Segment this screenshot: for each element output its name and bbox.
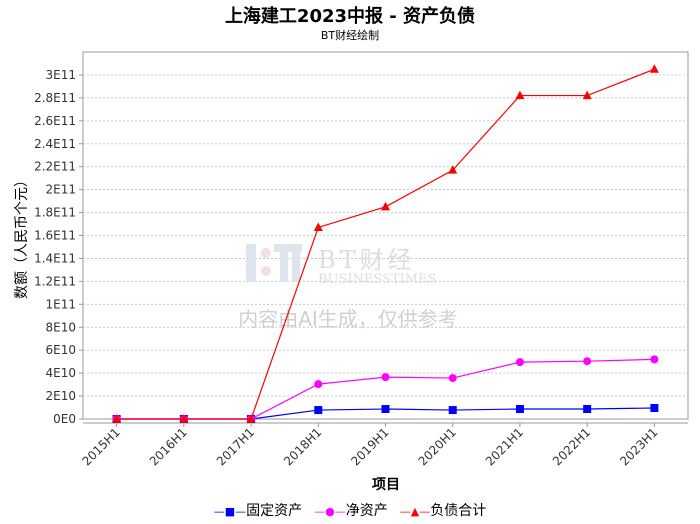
x-tick-label: 2021H1 (483, 425, 526, 468)
data-point-triangle (381, 201, 390, 211)
y-tick-label: 2.6E11 (34, 114, 76, 128)
data-point-square (448, 406, 457, 415)
data-point-circle (583, 357, 592, 366)
data-point-circle (314, 380, 323, 389)
legend: —■—固定资产 —●—净资产 —▲—负债合计 (0, 500, 700, 520)
legend-label: 净资产 (345, 503, 388, 519)
y-tick-label: 1.6E11 (34, 229, 76, 243)
y-tick-label: 2E10 (46, 389, 77, 403)
data-point-circle (515, 358, 524, 367)
y-tick-label: 4E10 (46, 366, 77, 380)
chart-subtitle: BT财经绘制 (320, 29, 380, 42)
data-point-square (650, 403, 659, 412)
data-point-circle (381, 373, 390, 382)
watermark-brand-en: BUSINESSTIMES (318, 272, 437, 287)
y-tick-label: 1.2E11 (34, 274, 76, 288)
data-point-square (515, 405, 524, 414)
data-point-square (314, 406, 323, 415)
data-point-triangle (246, 414, 256, 423)
watermark-logo-bar (246, 244, 256, 282)
watermark-brand: BT财经 (318, 246, 416, 274)
data-point-triangle (582, 90, 592, 100)
watermark-logo-bar (292, 252, 300, 282)
x-tick-label: 2015H1 (79, 425, 122, 468)
data-point-triangle (313, 222, 323, 231)
legend-item[interactable]: —●—净资产 (314, 503, 388, 519)
plot-area (82, 51, 689, 420)
watermark: BT财经 BUSINESSTIMES 内容由AI生成，仅供参考 (238, 244, 458, 331)
y-tick-label: 2.8E11 (34, 91, 76, 105)
triangle-marker-icon: —▲— (399, 505, 431, 518)
data-point-triangle (112, 414, 122, 423)
x-tick-label: 2018H1 (281, 425, 324, 468)
data-point-circle (448, 374, 457, 383)
legend-item[interactable]: —▲—负债合计 (400, 503, 486, 519)
y-tick-label: 1.8E11 (34, 206, 76, 220)
data-point-triangle (649, 64, 659, 73)
data-point-triangle (179, 414, 189, 423)
x-tick-label: 2016H1 (147, 425, 190, 468)
data-point-circle (650, 355, 659, 364)
watermark-logo-dot (261, 266, 271, 276)
data-point-triangle (515, 90, 525, 100)
x-tick-label: 2020H1 (416, 425, 459, 468)
x-tick-label: 2017H1 (214, 425, 257, 468)
legend-label: 负债合计 (430, 503, 487, 519)
y-axis-label: 数额（人民币个元） (14, 173, 30, 299)
y-tick-label: 8E10 (46, 320, 77, 334)
data-point-square (583, 405, 592, 414)
y-tick-label: 6E10 (46, 343, 77, 357)
y-tick-label: 2.2E11 (34, 160, 76, 174)
y-tick-label: 2E11 (46, 183, 77, 197)
data-point-square (381, 405, 390, 414)
watermark-logo-bar (280, 252, 288, 282)
watermark-logo-dot (261, 248, 271, 258)
x-tick-label: 2022H1 (550, 425, 593, 468)
watermark-logo-bar (274, 244, 302, 252)
watermark-notice: 内容由AI生成，仅供参考 (238, 307, 458, 331)
y-tick-label: 1E11 (46, 297, 77, 311)
chart-title: 上海建工2023中报 - 资产负债 (224, 6, 476, 27)
square-marker-icon: —■— (213, 505, 247, 518)
data-point-triangle (448, 165, 458, 174)
y-tick-label: 3E11 (46, 68, 77, 82)
y-tick-label: 2.4E11 (34, 137, 76, 151)
x-tick-label: 2023H1 (617, 425, 660, 468)
y-tick-label: 1.4E11 (34, 251, 76, 265)
legend-label: 固定资产 (246, 503, 303, 519)
x-tick-label: 2019H1 (348, 425, 391, 468)
legend-item[interactable]: —■—固定资产 (214, 503, 302, 519)
y-tick-label: 0E0 (53, 412, 76, 426)
circle-marker-icon: —●— (314, 505, 346, 518)
x-axis-label: 项目 (372, 477, 400, 493)
